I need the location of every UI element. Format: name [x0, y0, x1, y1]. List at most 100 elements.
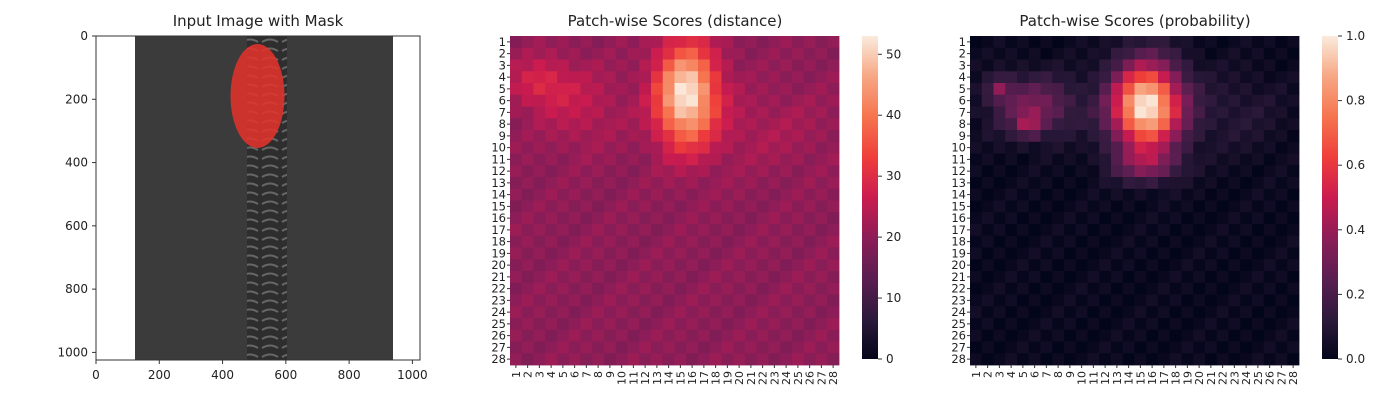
heatmap-cell [651, 83, 664, 96]
heatmap-cell [1228, 47, 1241, 60]
heatmap-cell [580, 106, 593, 119]
heatmap-cell [709, 318, 722, 331]
heatmap-cell [568, 306, 581, 319]
heatmap-cell [1275, 188, 1288, 201]
heatmap-cell [615, 165, 628, 178]
heatmap-cell [1122, 130, 1135, 143]
heatmap-cell [651, 212, 664, 225]
heatmap-cell [1205, 188, 1218, 201]
col-label: 23 [768, 371, 781, 385]
heatmap-cell [1158, 318, 1171, 331]
heatmap-cell [1064, 59, 1077, 72]
heatmap-cell [780, 341, 793, 354]
heatmap-cell [1005, 130, 1018, 143]
heatmap-cell [545, 71, 558, 84]
row-label: 17 [951, 223, 966, 237]
heatmap-cell [1193, 106, 1206, 119]
row-label: 5 [959, 82, 966, 96]
heatmap-cell [1205, 59, 1218, 72]
row-label: 13 [951, 176, 966, 190]
heatmap-cell [803, 130, 816, 143]
heatmap-cell [803, 224, 816, 237]
heatmap-cell [674, 306, 687, 319]
heatmap-cell [1193, 47, 1206, 60]
heatmap-cell [993, 83, 1006, 96]
heatmap-cell [1075, 71, 1088, 84]
heatmap-cell [803, 188, 816, 201]
heatmap-cell [1040, 306, 1053, 319]
heatmap-cell [627, 71, 640, 84]
heatmap-cell [1075, 188, 1088, 201]
heatmap-cell [993, 188, 1006, 201]
heatmap-cell [651, 294, 664, 307]
heatmap-cell [768, 106, 781, 119]
heatmap-cell [1099, 141, 1112, 154]
heatmap-cell [815, 306, 828, 319]
heatmap-cell [533, 306, 546, 319]
heatmap-cell [651, 47, 664, 60]
heatmap-cell [604, 353, 617, 366]
heatmap-cell [1052, 59, 1065, 72]
heatmap-cell [815, 36, 828, 49]
heatmap-cell [686, 247, 699, 260]
heatmap-cell [568, 224, 581, 237]
heatmap-cell [698, 353, 711, 366]
row-label: 22 [491, 282, 506, 296]
heatmap-cell [592, 282, 605, 295]
heatmap-cell [721, 153, 734, 166]
heatmap-cell [1028, 130, 1041, 143]
heatmap-cell [1122, 247, 1135, 260]
heatmap-cell [639, 83, 652, 96]
heatmap-cell [733, 224, 746, 237]
heatmap-cell [557, 318, 570, 331]
heatmap-cell [580, 47, 593, 60]
heatmap-cell [580, 259, 593, 272]
col-label: 7 [1040, 371, 1053, 378]
heatmap-cell [580, 36, 593, 49]
heatmap-cell [1028, 106, 1041, 119]
heatmap-cell [1263, 259, 1276, 272]
col-label: 28 [827, 371, 840, 385]
heatmap-cell [756, 247, 769, 260]
heatmap-cell [1205, 212, 1218, 225]
heatmap-cell [1111, 47, 1124, 60]
heatmap-cell [662, 294, 675, 307]
col-label: 20 [733, 371, 746, 385]
x-tick-label: 600 [274, 368, 297, 382]
heatmap-cell [815, 153, 828, 166]
heatmap-cell [639, 141, 652, 154]
heatmap-cell [792, 71, 805, 84]
heatmap-cell [533, 59, 546, 72]
heatmap-cell [1216, 141, 1229, 154]
heatmap-cell [1111, 177, 1124, 190]
heatmap-cell [1122, 235, 1135, 248]
heatmap-cell [780, 94, 793, 107]
heatmap-cell [745, 247, 758, 260]
heatmap-cell [1087, 153, 1100, 166]
row-label: 14 [951, 188, 966, 202]
heatmap-cell [1122, 353, 1135, 366]
heatmap-cell [1287, 329, 1300, 342]
heatmap-cell [698, 294, 711, 307]
heatmap-cell [674, 271, 687, 284]
heatmap-cell [815, 200, 828, 213]
heatmap-cell [615, 353, 628, 366]
heatmap-cell [1205, 141, 1218, 154]
probability-colorbar-ticks: 0.00.20.40.60.81.0 [1338, 29, 1365, 366]
heatmap-cell [1181, 141, 1194, 154]
heatmap-cell [993, 259, 1006, 272]
heatmap-cell [993, 153, 1006, 166]
heatmap-cell [1240, 165, 1253, 178]
heatmap-cell [1099, 259, 1112, 272]
heatmap-cell [1040, 165, 1053, 178]
heatmap-cell [1075, 282, 1088, 295]
col-label: 19 [1181, 371, 1194, 385]
heatmap-cell [662, 106, 675, 119]
heatmap-cell [1240, 306, 1253, 319]
heatmap-cell [1240, 153, 1253, 166]
heatmap-cell [1216, 177, 1229, 190]
heatmap-cell [545, 318, 558, 331]
heatmap-cell [1193, 294, 1206, 307]
heatmap-cell [1134, 165, 1147, 178]
